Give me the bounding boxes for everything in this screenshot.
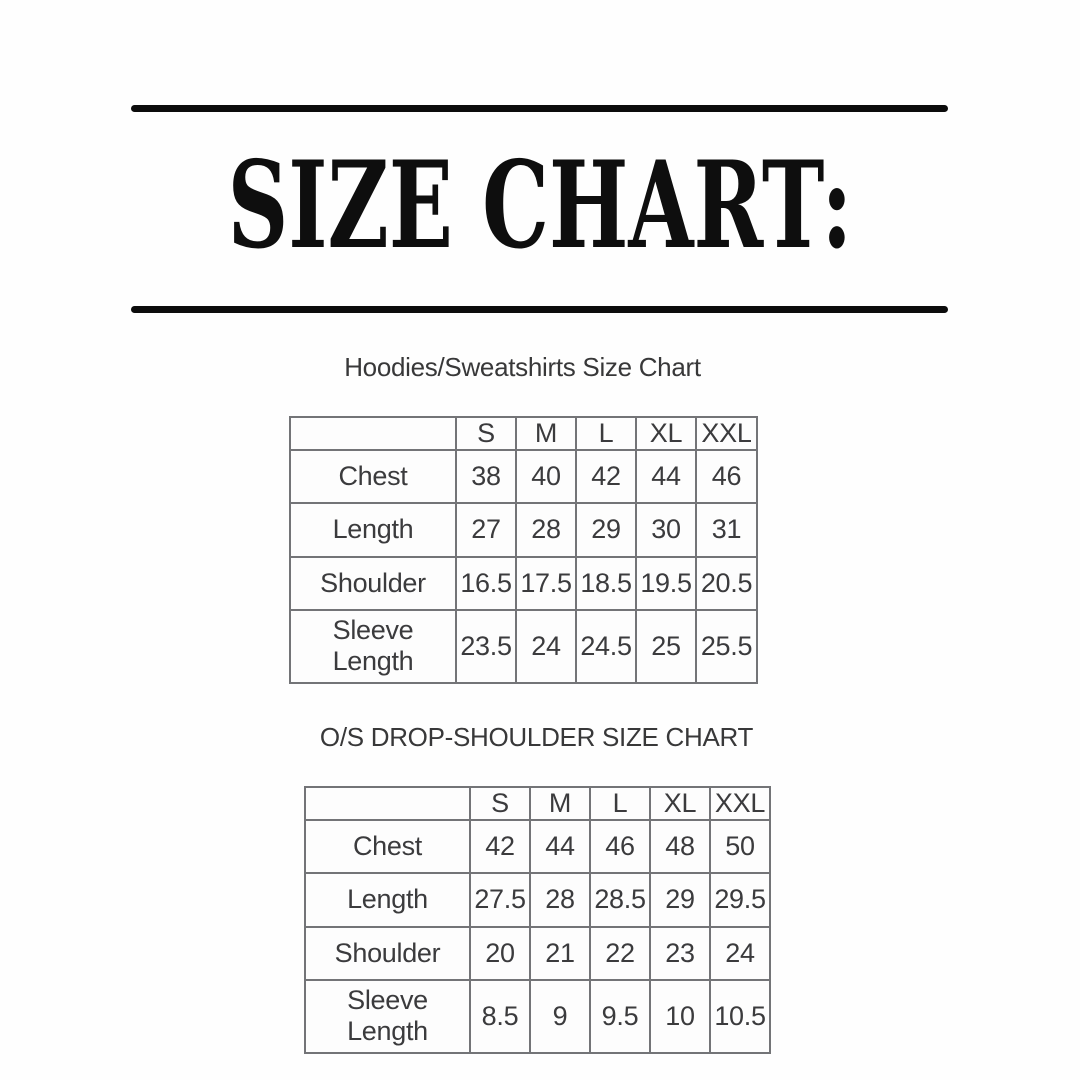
table-row-length: Length 27.5 28 28.5 29 29.5 bbox=[304, 872, 771, 928]
measurement-cell: 46 bbox=[589, 818, 651, 875]
table-row-chest: Chest 42 44 46 48 50 bbox=[304, 818, 771, 875]
measurement-cell: 10 bbox=[649, 978, 711, 1055]
hoodies-table-caption: Hoodies/Sweatshirts Size Chart bbox=[344, 352, 701, 382]
size-column-header: L bbox=[589, 786, 651, 821]
table-row-sleeve-length: Sleeve Length 8.5 9 9.5 10 10.5 bbox=[304, 978, 771, 1055]
table-row-shoulder: Shoulder 16.5 17.5 18.5 19.5 20.5 bbox=[289, 555, 758, 611]
hoodies-size-table: S M L XL XXL Chest 38 40 42 44 46 Length… bbox=[289, 416, 758, 685]
measurement-cell: 38 bbox=[455, 448, 517, 505]
measurement-cell: 16.5 bbox=[455, 555, 517, 611]
top-divider bbox=[131, 105, 948, 112]
measurement-cell: 19.5 bbox=[635, 555, 697, 611]
measurement-cell: 27 bbox=[455, 502, 517, 558]
size-column-header: XL bbox=[649, 786, 711, 821]
measurement-cell: 25 bbox=[635, 608, 697, 685]
measurement-cell: 28.5 bbox=[589, 872, 651, 928]
size-column-header: S bbox=[469, 786, 531, 821]
table-row-chest: Chest 38 40 42 44 46 bbox=[289, 448, 758, 505]
measurement-cell: 40 bbox=[515, 448, 577, 505]
size-column-header: XL bbox=[635, 416, 697, 451]
measurement-cell: 44 bbox=[529, 818, 591, 875]
measurement-cell: 30 bbox=[635, 502, 697, 558]
bottom-divider bbox=[131, 306, 948, 313]
measurement-cell: 46 bbox=[695, 448, 758, 505]
measurement-cell: 31 bbox=[695, 502, 758, 558]
measurement-cell: 10.5 bbox=[709, 978, 771, 1055]
page-title: SIZE CHART: bbox=[227, 135, 853, 276]
measurement-cell: 29.5 bbox=[709, 872, 771, 928]
size-column-header: L bbox=[575, 416, 637, 451]
measurement-cell: 9 bbox=[529, 978, 591, 1055]
measurement-cell: 23 bbox=[649, 925, 711, 981]
measurement-cell: 50 bbox=[709, 818, 771, 875]
size-column-header: S bbox=[455, 416, 517, 451]
corner-cell bbox=[289, 416, 457, 451]
measurement-cell: 28 bbox=[529, 872, 591, 928]
size-column-header: M bbox=[515, 416, 577, 451]
measurement-cell: 8.5 bbox=[469, 978, 531, 1055]
measurement-cell: 24 bbox=[515, 608, 577, 685]
row-label: Sleeve Length bbox=[289, 608, 457, 685]
row-label: Chest bbox=[289, 448, 457, 505]
measurement-cell: 27.5 bbox=[469, 872, 531, 928]
measurement-cell: 24 bbox=[709, 925, 771, 981]
measurement-cell: 48 bbox=[649, 818, 711, 875]
table-row-length: Length 27 28 29 30 31 bbox=[289, 502, 758, 558]
measurement-cell: 20 bbox=[469, 925, 531, 981]
drop-shoulder-table-caption: O/S DROP-SHOULDER SIZE CHART bbox=[319, 722, 754, 752]
row-label: Shoulder bbox=[304, 925, 471, 981]
table-row-shoulder: Shoulder 20 21 22 23 24 bbox=[304, 925, 771, 981]
measurement-cell: 25.5 bbox=[695, 608, 758, 685]
row-label: Shoulder bbox=[289, 555, 457, 611]
row-label: Length bbox=[304, 872, 471, 928]
size-column-header: M bbox=[529, 786, 591, 821]
header-row: S M L XL XXL bbox=[289, 416, 758, 451]
measurement-cell: 20.5 bbox=[695, 555, 758, 611]
measurement-cell: 29 bbox=[575, 502, 637, 558]
measurement-cell: 23.5 bbox=[455, 608, 517, 685]
measurement-cell: 17.5 bbox=[515, 555, 577, 611]
row-label: Sleeve Length bbox=[304, 978, 471, 1055]
measurement-cell: 24.5 bbox=[575, 608, 637, 685]
measurement-cell: 42 bbox=[469, 818, 531, 875]
measurement-cell: 42 bbox=[575, 448, 637, 505]
row-label: Length bbox=[289, 502, 457, 558]
measurement-cell: 21 bbox=[529, 925, 591, 981]
measurement-cell: 22 bbox=[589, 925, 651, 981]
size-column-header: XXL bbox=[695, 416, 758, 451]
measurement-cell: 18.5 bbox=[575, 555, 637, 611]
header-row: S M L XL XXL bbox=[304, 786, 771, 821]
row-label: Chest bbox=[304, 818, 471, 875]
corner-cell bbox=[304, 786, 471, 821]
size-column-header: XXL bbox=[709, 786, 771, 821]
drop-shoulder-size-table: S M L XL XXL Chest 42 44 46 48 50 Length… bbox=[304, 786, 771, 1055]
table-row-sleeve-length: Sleeve Length 23.5 24 24.5 25 25.5 bbox=[289, 608, 758, 685]
measurement-cell: 44 bbox=[635, 448, 697, 505]
measurement-cell: 9.5 bbox=[589, 978, 651, 1055]
measurement-cell: 29 bbox=[649, 872, 711, 928]
measurement-cell: 28 bbox=[515, 502, 577, 558]
